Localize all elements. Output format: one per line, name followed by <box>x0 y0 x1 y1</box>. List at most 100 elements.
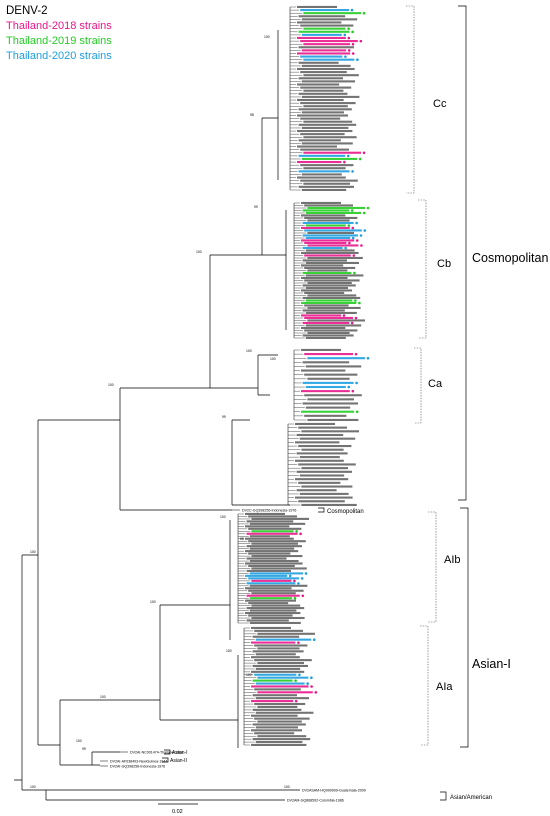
tip-label <box>245 562 303 565</box>
tip-label <box>298 185 354 188</box>
bootstrap-value: 100 <box>226 649 232 653</box>
tip-label <box>254 644 308 647</box>
clade-label-ca: Ca <box>428 378 443 390</box>
tip-label <box>297 176 346 179</box>
tip-label <box>303 89 344 92</box>
tip-label <box>297 160 342 164</box>
genotype-label-asian1-small: Asian-I <box>172 750 188 756</box>
tip-label <box>307 231 354 234</box>
tip-label <box>249 535 290 538</box>
tip-label <box>301 111 344 114</box>
bootstrap-value: 100 <box>220 515 226 519</box>
tip-label <box>301 289 352 292</box>
bootstrap-value: 100 <box>108 383 114 387</box>
tip-label <box>303 27 346 30</box>
tip-label <box>251 592 296 595</box>
tip-label <box>301 33 342 36</box>
tip-label <box>304 229 362 232</box>
tip-label <box>296 489 337 492</box>
cosmopolitan-bracket <box>458 5 467 501</box>
tip-label <box>300 164 354 167</box>
tip-label <box>295 422 335 425</box>
legend-2020: Thailand-2020 strains <box>6 50 112 62</box>
tip-label <box>305 324 362 327</box>
strain-dot <box>350 321 354 325</box>
tip-label <box>296 470 352 473</box>
tip-label <box>302 334 354 337</box>
strain-dot <box>352 254 356 257</box>
genotype-brackets <box>162 5 469 801</box>
tip-label <box>300 102 356 105</box>
tip-label <box>252 679 293 682</box>
strain-dot <box>359 39 363 43</box>
bootstrap-value: 100 <box>150 600 156 604</box>
tip-label <box>299 492 349 495</box>
tip-label <box>301 239 355 242</box>
tip-label <box>307 219 350 222</box>
tip-label <box>307 294 357 297</box>
tip-label <box>298 92 348 95</box>
tip-label <box>302 284 356 287</box>
strain-dot <box>362 11 366 15</box>
tip-label <box>302 381 354 384</box>
tip-label <box>298 108 352 111</box>
tip-label <box>305 336 346 339</box>
genotype-label-asian-american: Asian/American <box>450 795 492 801</box>
legend: DENV-2 Thailand-2018 strains Thailand-20… <box>6 4 112 64</box>
tip-label <box>301 369 346 372</box>
bootstrap-value: 99 <box>222 415 226 419</box>
tip-label <box>305 299 353 302</box>
cb-bracket <box>418 199 427 339</box>
tip-label <box>301 157 358 160</box>
tip-label <box>251 542 298 545</box>
strain-dot <box>354 316 358 320</box>
tip-label <box>249 584 308 587</box>
tip-label <box>248 564 295 568</box>
tip-label <box>255 711 314 714</box>
tip-label <box>301 64 351 67</box>
strain-dot <box>299 532 302 536</box>
tip-label <box>300 40 358 43</box>
outgroup-tips: DV2C-GQ398256-Indonesia-1976 DV2AI-NC001… <box>100 509 366 803</box>
clade-label-cb: Cb <box>437 258 451 270</box>
tip-label <box>255 638 312 641</box>
strain-dot <box>350 209 354 212</box>
strain-dot <box>304 572 308 575</box>
tip-label <box>305 385 346 389</box>
tip-label <box>301 448 344 451</box>
tip-label <box>248 589 304 592</box>
tip-label <box>252 635 300 638</box>
legend-2018: Thailand-2018 strains <box>6 20 112 32</box>
tip-label <box>252 708 302 711</box>
tip-label <box>301 390 350 393</box>
tip-label <box>303 136 357 139</box>
tip-label <box>303 167 346 170</box>
tip-label <box>295 441 340 444</box>
tip-label <box>302 246 343 249</box>
tip-label <box>251 743 307 746</box>
tip-label <box>255 653 296 656</box>
tip-label <box>304 373 358 376</box>
strain-dot <box>351 236 355 240</box>
tip-label <box>251 714 298 717</box>
strain-dot <box>362 151 366 155</box>
bootstrap-value: 100 <box>30 550 36 554</box>
tip-label <box>303 120 353 123</box>
tip-label <box>301 214 346 217</box>
tip-label <box>303 105 348 108</box>
tip-label <box>301 467 348 470</box>
tip-label <box>257 676 309 679</box>
tip-label <box>305 311 357 314</box>
tip-label <box>301 173 342 176</box>
tip-label <box>298 500 345 503</box>
legend-2019: Thailand-2019 strains <box>6 35 112 47</box>
strain-dot <box>362 211 366 215</box>
tip-label <box>297 52 351 55</box>
asian2-bracket <box>162 757 169 763</box>
tip-label <box>307 418 359 421</box>
tip-label <box>251 604 301 607</box>
tip-label <box>251 641 296 644</box>
strain-dot <box>360 244 363 247</box>
tip-label <box>248 552 291 555</box>
tip-label <box>255 740 303 744</box>
